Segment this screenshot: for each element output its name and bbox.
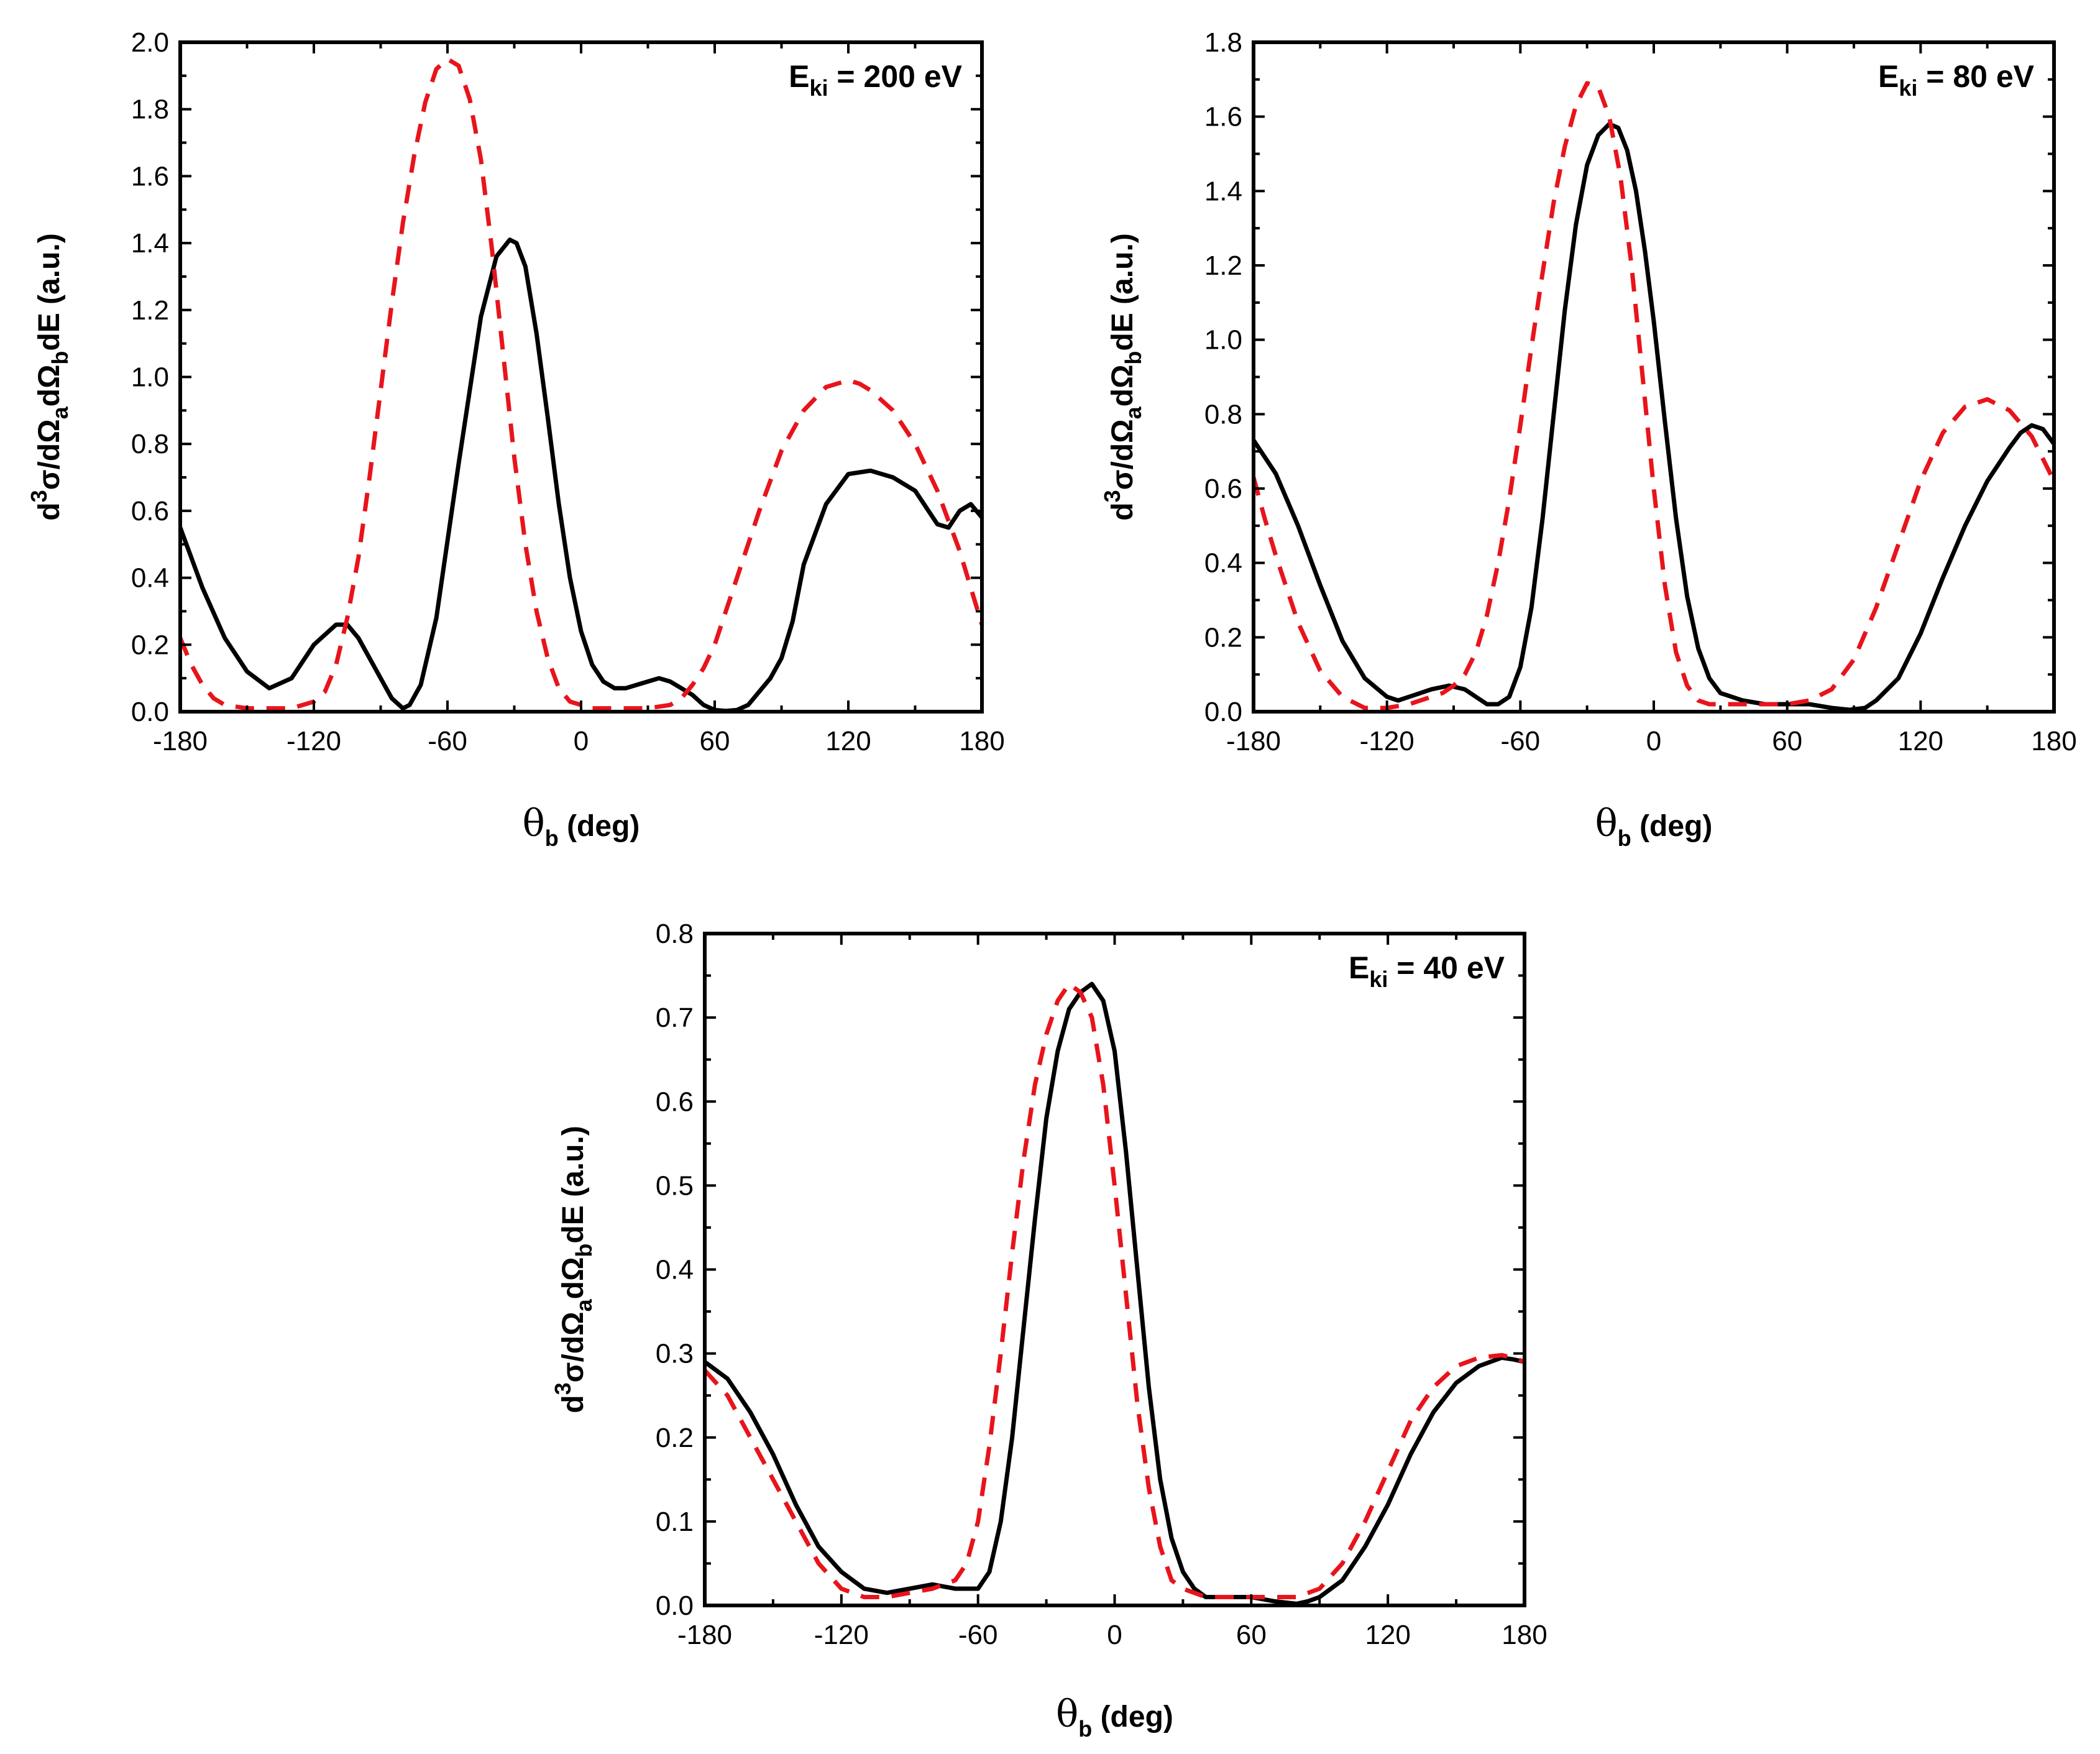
y-tick-label: 0.0 [131,697,169,727]
series-group [1254,81,2054,712]
x-tick-label: -180 [153,726,208,756]
plot-frame [178,40,984,714]
y-axis-label: d3σ/dΩadΩbdE (a.u.) [26,233,73,521]
series-line-solid [180,237,982,712]
x-tick-label: 120 [1365,1620,1410,1650]
energy-annotation: Eki = 40 eV [1349,950,1505,992]
y-axis-label: d3σ/dΩadΩbdE (a.u.) [550,1126,597,1413]
y-tick-label: 0.1 [656,1507,694,1537]
energy-annotation: Eki = 80 eV [1878,59,2035,101]
x-tick-label: -120 [814,1620,869,1650]
x-tick-label: -120 [287,726,341,756]
series-group [705,981,1525,1605]
y-tick-label: 0.2 [1204,622,1242,653]
x-tick-label: 120 [1898,726,1943,756]
x-tick-label: -60 [1501,726,1541,756]
y-tick-label: 0.5 [656,1170,694,1201]
y-tick-label: 0.6 [131,496,169,526]
y-tick-label: 0.8 [656,919,694,949]
x-tick-label: -60 [958,1620,998,1650]
x-axis-label: θb (deg) [523,802,640,851]
x-tick-label: 60 [700,726,730,756]
y-tick-label: 0.2 [131,630,169,660]
y-tick-label: 1.6 [131,161,169,191]
x-tick-label: -120 [1360,726,1415,756]
series-group [180,57,982,712]
series-line-dashed [180,57,982,711]
chart-panel-1: -180 -120 -60 0 60 120 180 0.0 0.2 0.4 0.6 0.8 1.0 1.… [26,27,1005,851]
y-tick-label: 1.0 [131,362,169,393]
y-tick-label: 0.2 [656,1423,694,1453]
x-axis-label: θb (deg) [1056,1692,1173,1742]
y-tick-label: 0.6 [1204,474,1242,504]
x-tick-label: 0 [1646,726,1661,756]
y-tick-label: 0.4 [1204,548,1242,579]
x-tick-label: -180 [1226,726,1281,756]
y-tick-label: 1.6 [1204,102,1242,132]
y-tick-label: 0.0 [1204,697,1242,727]
plot-frame [703,932,1526,1607]
y-tick-label: 2.0 [131,27,169,58]
x-tick-label: 0 [1107,1620,1122,1650]
y-tick-label: 0.7 [656,1003,694,1033]
x-tick-label: 60 [1772,726,1802,756]
series-line-dashed [705,981,1525,1599]
x-tick-label: 180 [1502,1620,1547,1650]
energy-annotation: Eki = 200 eV [789,59,962,101]
y-tick-label: 1.0 [1204,325,1242,356]
y-tick-label: 1.8 [1204,27,1242,58]
y-tick-label: 1.4 [1204,176,1242,206]
y-tick-label: 0.4 [656,1255,694,1285]
y-tick-label: 0.8 [131,429,169,459]
series-line-solid [1254,122,2054,712]
series-line-dashed [1254,81,2054,710]
x-tick-label: 120 [825,726,871,756]
series-line-solid [705,981,1525,1605]
y-axis-label: d3σ/dΩadΩbdE (a.u.) [1099,233,1146,521]
x-tick-label: -60 [428,726,467,756]
x-tick-label: -180 [677,1620,732,1650]
y-tick-label: 1.8 [131,94,169,125]
y-tick-label: 1.4 [131,228,169,259]
x-tick-label: 180 [959,726,1004,756]
y-tick-label: 1.2 [131,295,169,326]
y-tick-label: 0.3 [656,1339,694,1369]
y-tick-label: 0.8 [1204,399,1242,429]
y-tick-label: 0.0 [656,1591,694,1621]
x-tick-label: 0 [574,726,589,756]
x-tick-label: 60 [1236,1620,1267,1650]
chart-panel-3: -180 -120 -60 0 60 120 180 0.0 0.1 0.2 0.3 0.4 0.5 0.… [550,919,1547,1742]
y-tick-label: 0.6 [656,1086,694,1117]
y-tick-label: 1.2 [1204,250,1242,281]
y-tick-label: 0.4 [131,563,169,594]
chart-panel-2: -180 -120 -60 0 60 120 180 0.0 0.2 0.4 0.6 0.8 1.0 1.… [1099,27,2077,851]
plot-frame [1252,40,2056,714]
x-axis-label: θb (deg) [1595,802,1713,851]
x-tick-label: 180 [2031,726,2076,756]
